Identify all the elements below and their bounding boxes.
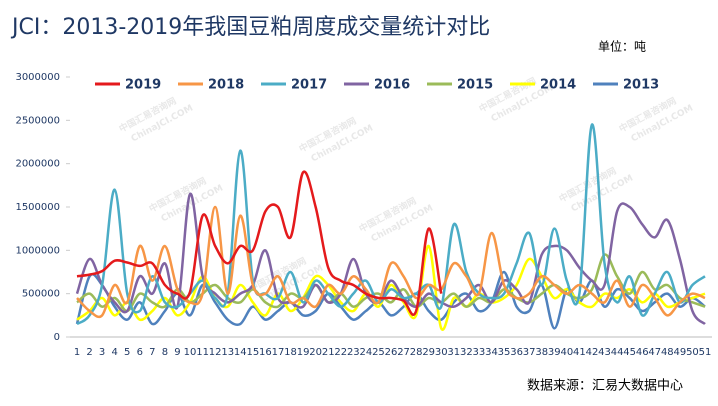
legend-label: 2017 xyxy=(291,78,327,93)
y-tick-label: 500000 xyxy=(22,289,60,300)
x-tick-label: 16 xyxy=(259,347,272,358)
x-tick-label: 43 xyxy=(598,347,611,358)
y-tick-label: 1000000 xyxy=(15,245,60,256)
series-line xyxy=(76,244,706,331)
source-label: 数据来源：汇易大数据中心 xyxy=(527,379,683,394)
series-line xyxy=(76,123,706,326)
x-tick-label: 15 xyxy=(246,347,259,358)
chart-title: JCI：2013-2019年我国豆粕周度成交量统计对比 xyxy=(10,15,490,40)
series-line xyxy=(76,170,443,316)
x-tick-label: 17 xyxy=(272,347,285,358)
x-tick-label: 20 xyxy=(309,347,322,358)
x-tick-label: 39 xyxy=(548,347,561,358)
legend-label: 2018 xyxy=(208,78,244,93)
x-tick-label: 9 xyxy=(174,347,180,358)
x-tick-label: 5 xyxy=(124,347,130,358)
x-tick-label: 22 xyxy=(334,347,347,358)
x-tick-label: 47 xyxy=(648,347,661,358)
x-tick-label: 11 xyxy=(196,347,209,358)
x-tick-label: 3 xyxy=(99,347,105,358)
series-line xyxy=(75,192,706,325)
x-tick-label: 46 xyxy=(636,347,649,358)
legend-label: 2013 xyxy=(623,78,659,93)
x-tick-label: 42 xyxy=(586,347,599,358)
x-tick-label: 1 xyxy=(74,347,80,358)
x-tick-label: 41 xyxy=(573,347,586,358)
x-tick-label: 10 xyxy=(184,347,197,358)
x-tick-label: 50 xyxy=(686,347,699,358)
y-tick-label: 1500000 xyxy=(15,202,60,213)
unit-label: 单位：吨 xyxy=(598,39,646,54)
x-tick-label: 44 xyxy=(611,347,624,358)
y-tick-label: 3000000 xyxy=(15,72,60,83)
x-tick-label: 8 xyxy=(162,347,168,358)
x-tick-label: 29 xyxy=(422,347,435,358)
x-tick-label: 34 xyxy=(485,347,498,358)
y-tick-label: 2500000 xyxy=(15,115,60,126)
x-tick-label: 51 xyxy=(699,347,712,358)
x-tick-label: 19 xyxy=(297,347,310,358)
x-tick-label: 32 xyxy=(460,347,473,358)
x-tick-label: 21 xyxy=(322,347,335,358)
x-tick-label: 18 xyxy=(284,347,297,358)
x-tick-label: 27 xyxy=(397,347,410,358)
x-tick-label: 24 xyxy=(360,347,373,358)
legend-label: 2014 xyxy=(540,78,576,93)
y-tick-label: 2000000 xyxy=(15,159,60,170)
x-tick-label: 13 xyxy=(221,347,234,358)
x-tick-label: 12 xyxy=(209,347,222,358)
x-tick-label: 7 xyxy=(149,347,155,358)
x-tick-label: 48 xyxy=(661,347,674,358)
x-tick-label: 4 xyxy=(111,347,117,358)
x-tick-label: 37 xyxy=(523,347,536,358)
x-tick-label: 14 xyxy=(234,347,247,358)
x-tick-label: 23 xyxy=(347,347,360,358)
x-tick-label: 26 xyxy=(385,347,398,358)
x-tick-label: 33 xyxy=(473,347,486,358)
legend-label: 2015 xyxy=(457,78,493,93)
legend-label: 2016 xyxy=(374,78,410,93)
x-tick-label: 28 xyxy=(410,347,423,358)
x-tick-label: 30 xyxy=(435,347,448,358)
x-tick-label: 38 xyxy=(535,347,548,358)
x-tick-label: 49 xyxy=(674,347,687,358)
x-tick-label: 31 xyxy=(447,347,460,358)
x-tick-label: 45 xyxy=(623,347,636,358)
x-tick-label: 36 xyxy=(510,347,523,358)
y-tick-label: 0 xyxy=(54,332,60,343)
x-tick-label: 2 xyxy=(86,347,92,358)
x-tick-label: 40 xyxy=(560,347,573,358)
series-line xyxy=(76,253,706,313)
x-tick-label: 6 xyxy=(137,347,143,358)
legend-label: 2019 xyxy=(125,78,161,93)
x-tick-label: 35 xyxy=(498,347,511,358)
x-tick-label: 25 xyxy=(372,347,385,358)
